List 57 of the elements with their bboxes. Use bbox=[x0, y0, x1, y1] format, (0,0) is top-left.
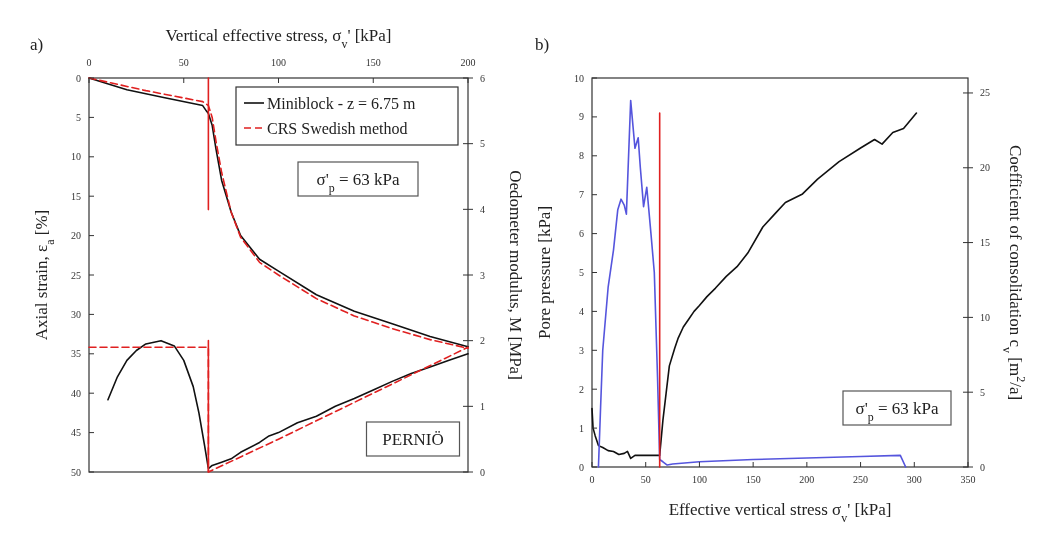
annotation: PERNIÖ bbox=[382, 429, 444, 449]
y-tick-label: 0 bbox=[579, 461, 584, 473]
y2-tick-label: 3 bbox=[480, 269, 485, 281]
y-tick-label: 15 bbox=[71, 190, 81, 202]
y-tick-label: 3 bbox=[579, 344, 584, 356]
legend-label: Miniblock - z = 6.75 m bbox=[267, 94, 417, 112]
x-tick-label: 200 bbox=[460, 57, 476, 68]
annotation: σ'$_{p}$ = 63 kPa bbox=[316, 169, 400, 195]
y-tick-label: 7 bbox=[579, 189, 584, 201]
x-tick-label: 150 bbox=[365, 57, 381, 68]
y-tick-label: 30 bbox=[71, 308, 81, 320]
y-tick-label: 10 bbox=[574, 72, 584, 84]
y2-tick-label: 10 bbox=[980, 311, 990, 323]
x-axis-title: Vertical effective stress, σ$_{v}$' [kPa] bbox=[165, 26, 392, 51]
y-tick-label: 6 bbox=[579, 228, 584, 240]
x-tick-label: 50 bbox=[640, 473, 651, 485]
y2-tick-label: 4 bbox=[480, 203, 485, 215]
y2-tick-label: 25 bbox=[980, 87, 990, 99]
y-tick-label: 35 bbox=[71, 348, 81, 360]
legend-label: CRS Swedish method bbox=[267, 119, 408, 137]
x-tick-label: 0 bbox=[86, 57, 92, 68]
x-tick-label: 350 bbox=[960, 473, 976, 485]
x-tick-label: 250 bbox=[853, 473, 869, 485]
y-tick-label: 5 bbox=[76, 111, 81, 123]
y-tick-label: 25 bbox=[71, 269, 81, 281]
y-tick-label: 40 bbox=[71, 387, 81, 399]
y-tick-label: 10 bbox=[71, 151, 81, 163]
y-tick-label: 4 bbox=[579, 305, 584, 317]
y2-tick-label: 0 bbox=[980, 461, 985, 473]
y-tick-label: 1 bbox=[579, 422, 584, 434]
y2-tick-label: 15 bbox=[980, 237, 990, 249]
x-axis-title: Effective vertical stress σ$_{v}$' [kPa] bbox=[668, 500, 892, 525]
y-tick-label: 5 bbox=[579, 267, 584, 278]
x-tick-label: 0 bbox=[589, 473, 595, 485]
y2-tick-label: 2 bbox=[480, 335, 485, 347]
y-tick-label: 9 bbox=[579, 111, 584, 123]
y2-tick-label: 5 bbox=[980, 386, 985, 398]
y2-tick-label: 20 bbox=[980, 162, 990, 174]
y-axis-title: Pore pressure [kPa] bbox=[535, 205, 554, 340]
y2-tick-label: 1 bbox=[480, 400, 485, 412]
text: b) bbox=[535, 34, 550, 54]
y-tick-label: 2 bbox=[579, 383, 584, 395]
y-tick-label: 20 bbox=[71, 230, 81, 242]
y-tick-label: 45 bbox=[71, 427, 81, 439]
x-tick-label: 50 bbox=[178, 57, 189, 68]
y2-tick-label: 6 bbox=[480, 72, 485, 84]
x-tick-label: 200 bbox=[799, 473, 815, 485]
text: a) bbox=[30, 34, 44, 54]
y-tick-label: 0 bbox=[76, 72, 81, 84]
x-tick-label: 100 bbox=[271, 57, 286, 68]
y2-tick-label: 5 bbox=[480, 138, 485, 150]
x-tick-label: 100 bbox=[691, 473, 707, 485]
y-tick-label: 8 bbox=[579, 150, 584, 162]
x-tick-label: 150 bbox=[745, 473, 761, 485]
y2-axis-title: Oedometer modulus, M [MPa] bbox=[506, 170, 525, 380]
annotation: σ'$_{p}$ = 63 kPa bbox=[855, 398, 939, 424]
x-tick-label: 300 bbox=[906, 473, 922, 485]
